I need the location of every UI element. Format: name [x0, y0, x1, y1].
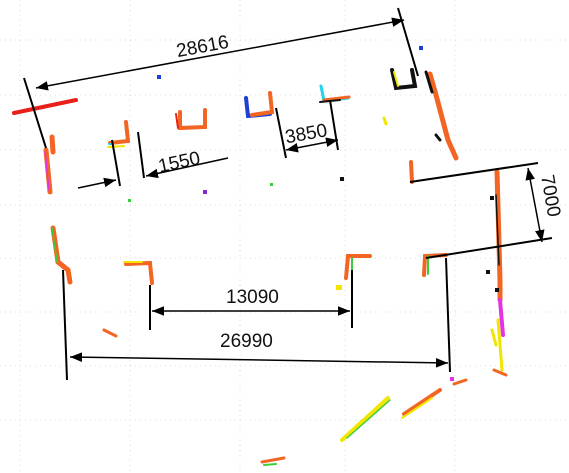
dim-28616-ext-left [23, 77, 47, 149]
wall-corner-1 [108, 120, 131, 145]
wall-right-diagonal [427, 71, 459, 161]
dim-1550-ext-left [111, 139, 121, 187]
scatter-points [128, 46, 499, 381]
wall-bottom-diagonal-1 [340, 396, 390, 442]
dim-label-3850: 3850 [284, 120, 329, 148]
dim-3850-line [285, 137, 339, 153]
dim-26990-ext-right [445, 257, 451, 373]
dim-label-1550: 1550 [156, 148, 202, 177]
dim-26990-ext-left [62, 269, 68, 381]
wall-left-upper [43, 134, 56, 195]
wall-corner-6 [124, 260, 154, 285]
dim-26990-line [69, 352, 449, 368]
dim-1550-leader-right [145, 157, 229, 179]
dim-label-13090: 13090 [226, 287, 279, 308]
wall-bottom-diagonal-2 [402, 388, 442, 416]
dim-7000-line [525, 167, 545, 243]
dim-28616-ext-right [397, 7, 419, 77]
dim-7000-ext-top [409, 162, 539, 183]
dim-1550-ext-right [137, 131, 145, 179]
wall-right-vertical [494, 169, 503, 303]
dim-7000-ext-bottom [425, 237, 553, 259]
wall-segments [12, 68, 508, 466]
dim-label-7000: 7000 [536, 173, 564, 218]
wall-left-lower [50, 225, 73, 285]
dim-label-26990: 26990 [220, 331, 273, 352]
wall-red-top [12, 98, 78, 115]
dim-28616-line [35, 17, 405, 91]
dim-1550-leader [77, 177, 117, 189]
dimension-lines [23, 7, 553, 381]
dim-3850-ext-right [329, 99, 339, 151]
wall-corner-2 [178, 108, 207, 131]
dim-label-28616: 28616 [175, 32, 231, 62]
dim-3850-ext-left [275, 107, 287, 159]
